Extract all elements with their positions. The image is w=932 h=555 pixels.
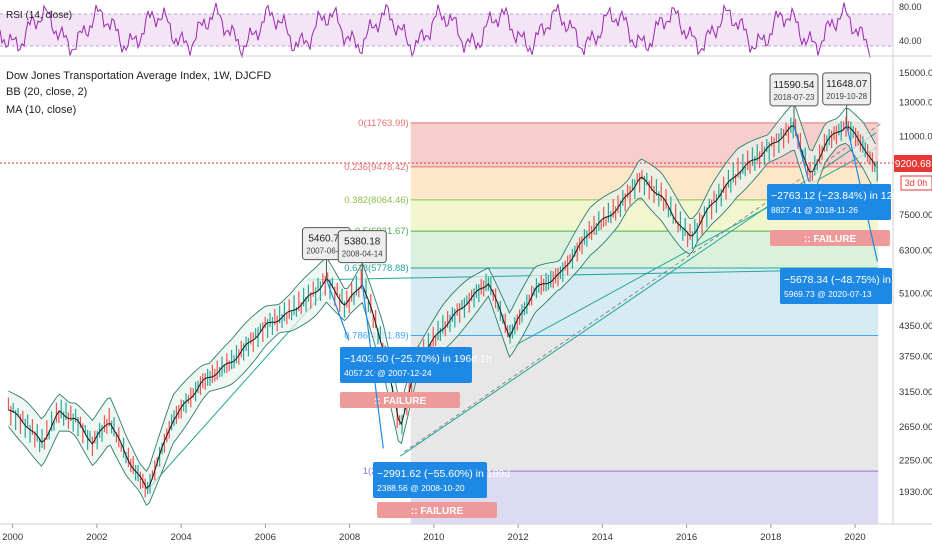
drop-arrow: [846, 124, 878, 262]
y-tick-label: 13000.00: [899, 97, 932, 108]
peak-label-date: 2019-10-28: [826, 92, 867, 101]
peak-label-date: 2007-06-11: [306, 247, 347, 256]
drop-label-line2: 2388.56 @ 2008-10-20: [377, 483, 465, 493]
y-tick-label: 1930.00: [899, 487, 932, 498]
y-tick-label: 15000.00: [899, 68, 932, 79]
drop-arrow: [325, 279, 350, 341]
time-axis: 2000 2002 2004 2006 2008 2010 2012 2014 2016 2018…: [2, 524, 866, 543]
price-tag-sub-box: [900, 175, 932, 191]
peak-label-value: 5460.70: [308, 234, 345, 245]
failure-label: :: FAILURE: [804, 234, 857, 245]
bb-indicator-label: BB (20, close, 2): [6, 86, 88, 98]
y-tick-label: 11000.00: [899, 132, 932, 143]
x-tick-label: 2002: [86, 532, 107, 543]
y-tick-label: 6300.00: [899, 245, 932, 256]
x-tick-label: 2006: [255, 532, 276, 543]
failure-badge: [770, 230, 890, 246]
y-tick-label: 3750.00: [899, 351, 932, 362]
x-tick-label: 2004: [171, 532, 192, 543]
y-tick-label: 5100.00: [899, 289, 932, 300]
fib-band: [410, 335, 879, 472]
peak-label-box: [822, 72, 872, 106]
y-tick-label: 3150.00: [899, 387, 932, 398]
drop-label-line2: 4057.20 @ 2007-12-24: [344, 368, 432, 378]
drop-label-box: [373, 462, 487, 498]
x-tick-label: 2018: [760, 532, 781, 543]
y-tick-label: 4350.00: [899, 321, 932, 332]
price-tag-sub: 3d 0h: [905, 178, 928, 188]
fib-level-label: 0.618(5778.88): [344, 263, 408, 274]
failure-label: :: FAILURE: [374, 396, 427, 407]
fib-level-label: 0.236(9478.42): [344, 162, 408, 173]
x-tick-label: 2014: [592, 532, 613, 543]
x-tick-label: 2016: [676, 532, 697, 543]
fib-level-label: 0(11763.99): [358, 118, 409, 129]
peak-label-value: 11648.07: [826, 79, 867, 90]
rsi-label: RSI (14, close): [6, 10, 72, 21]
x-tick-label: 2000: [2, 532, 23, 543]
price-tag-box: [894, 155, 932, 172]
x-tick-label: 2012: [508, 532, 529, 543]
moving-average: [8, 125, 876, 489]
drop-arrow: [361, 282, 384, 449]
peak-label-box: [337, 230, 387, 264]
x-tick-label: 2010: [423, 532, 444, 543]
fib-level-label: 0.382(8064.46): [344, 195, 408, 206]
rsi-tick-80: 80.00: [899, 2, 922, 12]
y-tick-label: 2250.00: [899, 456, 932, 467]
drop-label-box: [767, 184, 891, 220]
chart-title: Dow Jones Transportation Average Index, …: [6, 70, 272, 82]
trend-line-dashed: [404, 123, 881, 453]
drop-arrow: [793, 125, 810, 182]
drop-label-line1: −2991.62 (−55.60%) in 189d: [377, 468, 510, 480]
peak-label-date: 2008-04-14: [342, 250, 383, 259]
peak-label-box: [769, 73, 819, 107]
failure-label: :: FAILURE: [411, 506, 464, 517]
ma-indicator-label: MA (10, close): [6, 104, 77, 116]
y-tick-label: 7500.00: [899, 210, 932, 221]
drop-label-box: [340, 347, 472, 383]
rsi-line: [0, 2, 871, 59]
drop-label-box: [780, 268, 892, 304]
drop-label-line1: −2763.12 (−23.84%) in 126d 1h: [771, 190, 919, 202]
drop-label-line1: −1403.50 (−25.70%) in 196d 1h: [344, 353, 492, 365]
bollinger-upper: [8, 103, 876, 473]
x-tick-label: 2008: [339, 532, 360, 543]
rsi-tick-40: 40.00: [899, 36, 922, 46]
x-tick-label: 2020: [845, 532, 866, 543]
failure-badge: [377, 502, 497, 518]
y-tick-label: 2650.00: [899, 422, 932, 433]
peak-label-value: 5380.18: [344, 237, 381, 248]
peak-label-date: 2018-07-23: [774, 93, 815, 102]
drop-label-line2: 5969.73 @ 2020-07-13: [784, 289, 872, 299]
failure-badge: [340, 392, 460, 408]
drop-label-line2: 8827.41 @ 2018-11-26: [771, 205, 858, 215]
price-tag-value: 9200.68: [895, 159, 932, 170]
peak-label-value: 11590.54: [774, 80, 815, 91]
drop-label-line1: −5678.34 (−48.75%) in 259d: [784, 274, 917, 286]
rsi-pane: RSI (14, close) 80.00 40.00: [0, 2, 922, 59]
rsi-band: [0, 14, 893, 46]
price-series: [7, 103, 878, 507]
